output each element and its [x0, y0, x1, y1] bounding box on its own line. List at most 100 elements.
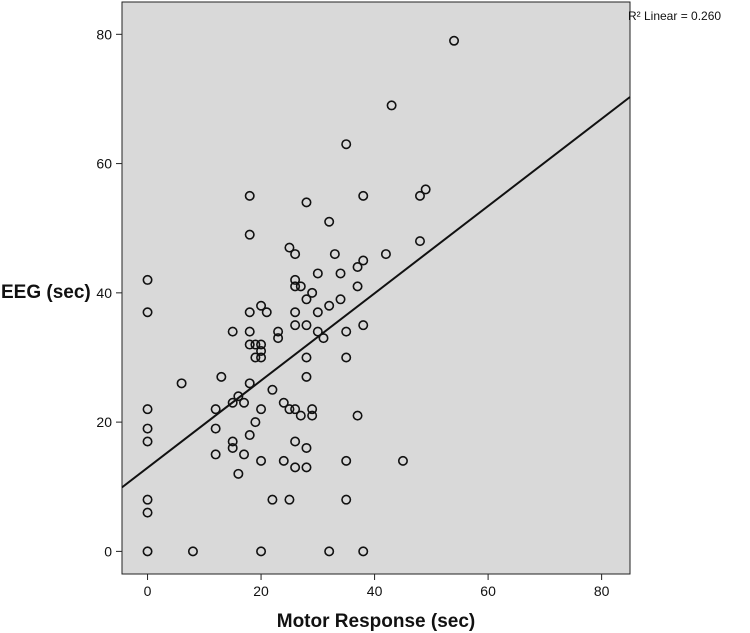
data-point [244, 326, 255, 337]
data-point [352, 281, 363, 292]
data-point [227, 397, 238, 408]
data-point [341, 352, 352, 363]
data-point [341, 139, 352, 150]
data-point [256, 346, 267, 357]
data-point [290, 404, 301, 415]
data-point [244, 190, 255, 201]
data-point [256, 455, 267, 466]
y-tick-label: 40 [96, 285, 112, 301]
data-point [142, 494, 153, 505]
x-tick-label: 0 [144, 583, 152, 599]
data-point [318, 333, 329, 344]
data-point [250, 352, 261, 363]
data-point [142, 404, 153, 415]
data-point [295, 410, 306, 421]
data-point [301, 320, 312, 331]
data-point [290, 274, 301, 285]
data-point [420, 184, 431, 195]
data-point [284, 494, 295, 505]
data-point [307, 287, 318, 298]
data-point [449, 35, 460, 46]
data-point [397, 455, 408, 466]
data-point [239, 397, 250, 408]
data-point [284, 404, 295, 415]
data-point [227, 442, 238, 453]
data-point [290, 249, 301, 260]
data-point [341, 455, 352, 466]
data-point [273, 333, 284, 344]
data-point [250, 417, 261, 428]
data-point [227, 326, 238, 337]
data-point [352, 261, 363, 272]
data-point [358, 190, 369, 201]
data-point [341, 494, 352, 505]
data-point [386, 100, 397, 111]
data-point [256, 404, 267, 415]
x-axis-title: Motor Response (sec) [277, 611, 475, 632]
data-point [307, 410, 318, 421]
data-point [227, 436, 238, 447]
y-axis: 0 20 40 60 80 [96, 26, 122, 559]
data-point [250, 339, 261, 350]
data-point [335, 268, 346, 279]
data-point [233, 468, 244, 479]
data-point [239, 449, 250, 460]
data-point [244, 339, 255, 350]
data-point [278, 455, 289, 466]
y-axis-title: EEG (sec) [1, 282, 91, 303]
data-point [335, 294, 346, 305]
data-point [358, 320, 369, 331]
data-point [244, 430, 255, 441]
data-point [324, 216, 335, 227]
x-tick-label: 20 [253, 583, 269, 599]
y-tick-label: 0 [104, 543, 112, 559]
data-point [290, 462, 301, 473]
data-point [210, 404, 221, 415]
data-point [142, 423, 153, 434]
data-point [142, 307, 153, 318]
x-axis: 0 20 40 60 80 [144, 574, 610, 599]
data-point [312, 268, 323, 279]
data-point [358, 255, 369, 266]
data-point [176, 378, 187, 389]
data-point [142, 507, 153, 518]
x-tick-label: 60 [480, 583, 496, 599]
data-point [267, 384, 278, 395]
data-point [244, 378, 255, 389]
data-point [358, 546, 369, 557]
data-point [324, 300, 335, 311]
data-point [261, 307, 272, 318]
data-point [301, 352, 312, 363]
data-point [301, 371, 312, 382]
data-point [273, 326, 284, 337]
data-point [142, 436, 153, 447]
data-point [307, 404, 318, 415]
data-point [301, 462, 312, 473]
data-point [256, 546, 267, 557]
data-points [142, 35, 460, 557]
data-point [324, 546, 335, 557]
data-point [312, 307, 323, 318]
data-point [341, 326, 352, 337]
data-point [329, 249, 340, 260]
data-point [414, 190, 425, 201]
data-point [142, 546, 153, 557]
data-point [187, 546, 198, 557]
data-point [290, 307, 301, 318]
regression-line [121, 96, 631, 489]
data-point [256, 339, 267, 350]
data-point [301, 294, 312, 305]
data-point [290, 436, 301, 447]
data-point [210, 423, 221, 434]
data-point [233, 391, 244, 402]
x-tick-label: 80 [594, 583, 610, 599]
data-point [267, 494, 278, 505]
y-tick-label: 60 [96, 156, 112, 172]
y-tick-label: 80 [96, 26, 112, 42]
data-point [301, 442, 312, 453]
data-point [244, 307, 255, 318]
data-point [295, 281, 306, 292]
data-point [380, 249, 391, 260]
data-point [352, 410, 363, 421]
